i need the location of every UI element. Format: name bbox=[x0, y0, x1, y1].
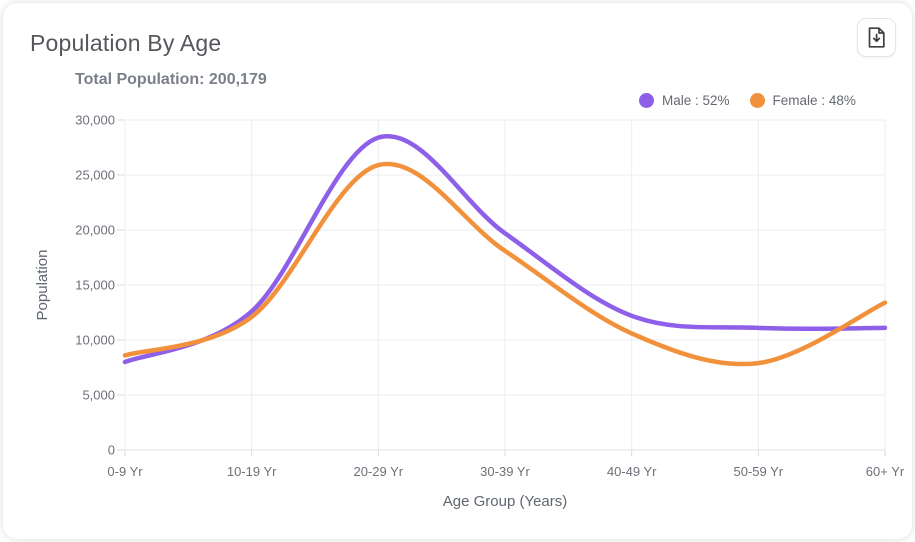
x-tick-label: 40-49 Yr bbox=[607, 464, 657, 479]
female-series-line bbox=[122, 161, 888, 367]
x-tick-label: 0-9 Yr bbox=[107, 464, 143, 479]
total-population-label: Total Population: 200,179 bbox=[75, 71, 267, 88]
y-tick-label: 20,000 bbox=[75, 223, 115, 238]
y-axis-title: Population bbox=[34, 250, 51, 321]
file-download-icon bbox=[866, 26, 887, 49]
population-chart: 0 5,000 10,000 15,000 20,000 25,000 30,000 0-9 … bbox=[34, 113, 905, 511]
x-tick-label: 30-39 Yr bbox=[480, 464, 530, 479]
female-legend-dot-icon bbox=[749, 93, 765, 108]
y-tick-label: 15,000 bbox=[75, 278, 115, 293]
x-tick-label: 10-19 Yr bbox=[227, 464, 277, 479]
male-legend-label: Male : 52% bbox=[662, 93, 730, 108]
chart-legend: Male : 52% Female : 48% bbox=[639, 93, 856, 108]
population-by-age-card: Population By Age Total Population: 200,… bbox=[3, 3, 912, 539]
y-tick-label: 10,000 bbox=[75, 333, 115, 348]
y-tick-label: 25,000 bbox=[75, 168, 115, 183]
x-axis-title: Age Group (Years) bbox=[443, 493, 568, 510]
legend-item-female[interactable]: Female : 48% bbox=[749, 93, 856, 108]
x-tick-label: 60+ Yr bbox=[866, 464, 905, 479]
page-title: Population By Age bbox=[30, 30, 222, 56]
legend-item-male[interactable]: Male : 52% bbox=[639, 93, 730, 108]
x-tick-label: 50-59 Yr bbox=[734, 464, 784, 479]
male-series-line bbox=[122, 133, 888, 365]
y-tick-label: 30,000 bbox=[75, 113, 115, 128]
y-tick-label: 0 bbox=[108, 443, 115, 458]
x-tick-label: 20-29 Yr bbox=[354, 464, 404, 479]
download-button[interactable] bbox=[857, 18, 896, 57]
female-legend-label: Female : 48% bbox=[772, 93, 856, 108]
y-tick-label: 5,000 bbox=[82, 388, 115, 403]
male-legend-dot-icon bbox=[639, 93, 654, 108]
